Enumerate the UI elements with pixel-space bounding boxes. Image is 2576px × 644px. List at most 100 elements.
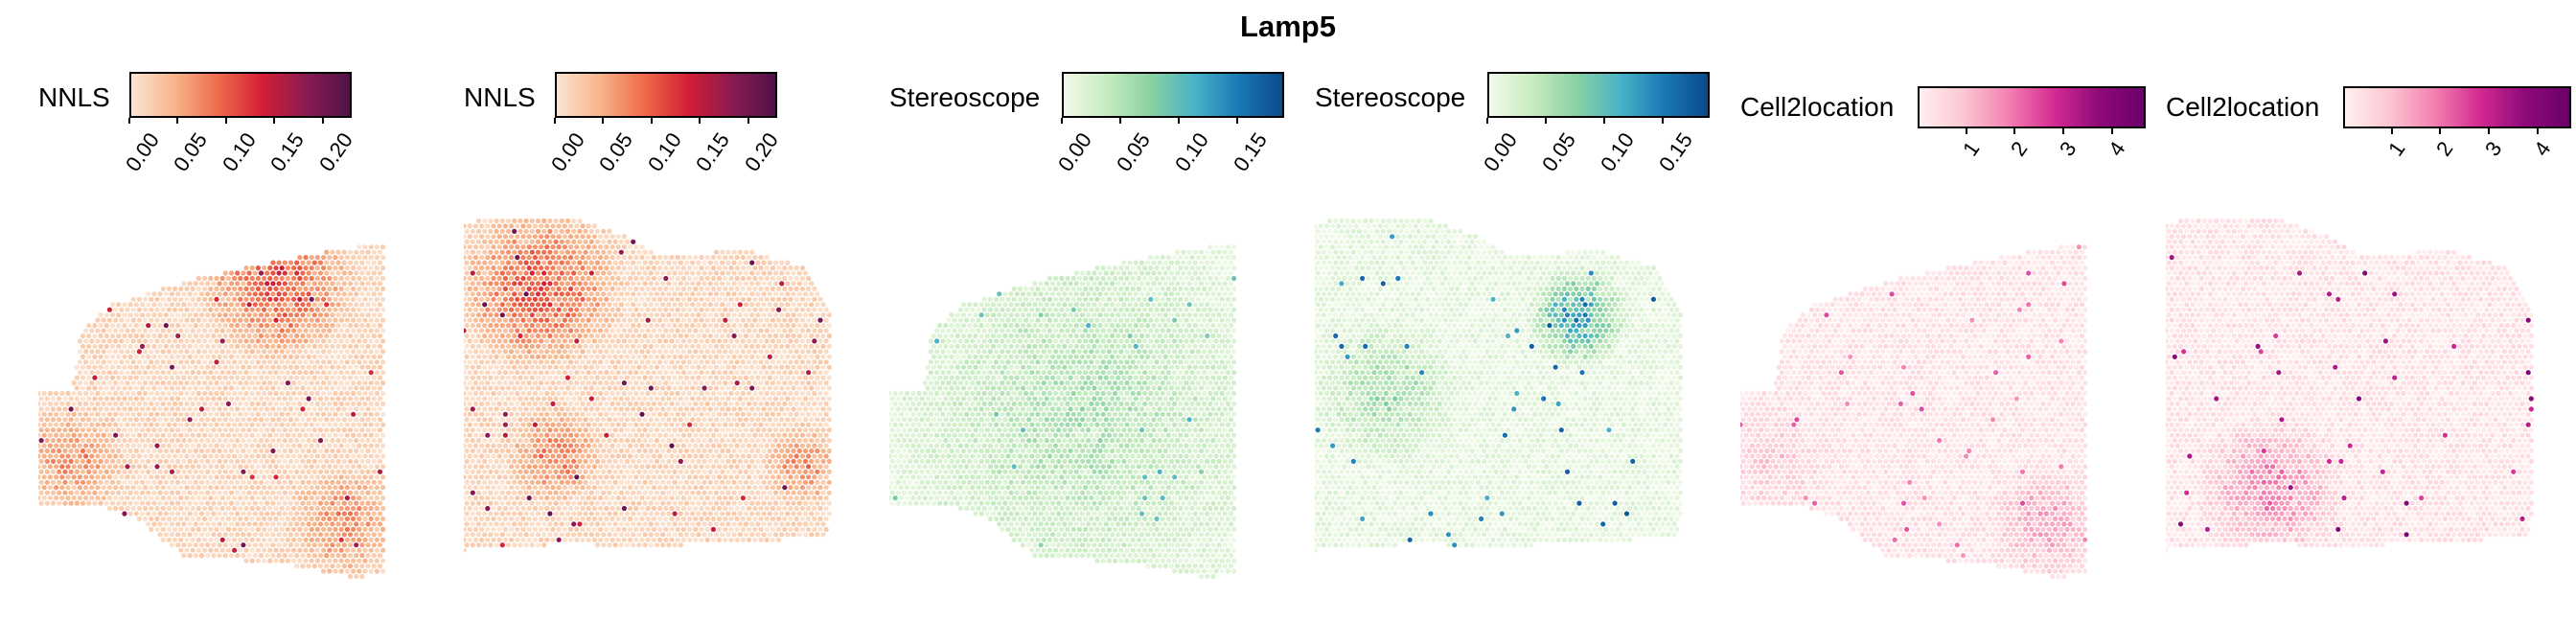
spot — [639, 296, 645, 302]
spot — [255, 349, 261, 355]
spot — [146, 354, 151, 359]
spot — [65, 401, 71, 406]
spot — [482, 281, 488, 287]
spot — [327, 547, 333, 553]
spot — [273, 286, 279, 291]
spot — [98, 323, 104, 329]
spot — [198, 312, 205, 318]
spot — [553, 323, 559, 329]
spot — [636, 291, 642, 297]
spot — [92, 406, 98, 412]
spot — [657, 296, 663, 302]
spot — [535, 375, 541, 380]
spot — [172, 432, 178, 438]
spot — [788, 286, 794, 291]
spot — [520, 338, 526, 344]
spot — [330, 354, 335, 359]
spot — [205, 281, 211, 287]
spot — [288, 479, 294, 485]
spot — [273, 547, 279, 553]
spot — [143, 453, 149, 459]
spot — [47, 422, 53, 427]
spot — [113, 464, 119, 470]
spot — [731, 406, 737, 412]
spot — [779, 270, 785, 276]
spot — [591, 328, 597, 334]
spot — [374, 286, 380, 291]
spot — [130, 432, 136, 438]
spot — [817, 317, 823, 323]
spot — [214, 390, 219, 397]
spot — [496, 286, 502, 291]
spot — [267, 485, 273, 491]
spot — [518, 364, 523, 370]
spot — [464, 333, 470, 339]
spot — [116, 323, 122, 329]
spot — [583, 375, 588, 380]
spot — [556, 307, 562, 312]
spot — [74, 417, 80, 423]
spot — [303, 464, 309, 470]
spot — [365, 375, 371, 380]
spot — [702, 343, 707, 349]
spot — [306, 385, 311, 391]
spot — [747, 390, 752, 397]
spot — [666, 291, 672, 297]
spot — [249, 307, 255, 312]
spot — [264, 448, 270, 454]
spot — [823, 328, 829, 334]
spot — [139, 469, 146, 474]
spot — [89, 453, 95, 459]
spot — [502, 255, 508, 261]
spot — [101, 464, 106, 470]
spot — [496, 307, 502, 312]
spot — [211, 438, 217, 444]
spot — [273, 485, 279, 491]
spot — [133, 333, 139, 339]
spot — [362, 537, 368, 542]
spot — [523, 343, 529, 349]
spot — [553, 249, 559, 255]
spot — [130, 338, 136, 344]
spot — [556, 317, 562, 323]
spot — [321, 307, 327, 312]
spot — [467, 411, 472, 417]
spot — [330, 500, 335, 506]
spot — [149, 422, 154, 427]
spot — [276, 396, 282, 402]
spot — [238, 485, 243, 491]
spot — [166, 349, 172, 355]
spot — [160, 349, 166, 355]
spot — [362, 359, 368, 365]
spot — [297, 453, 303, 459]
spot — [607, 239, 612, 244]
spot — [482, 260, 488, 265]
spot — [690, 323, 696, 329]
spot — [309, 255, 314, 261]
spot — [648, 323, 654, 329]
spot — [380, 390, 386, 397]
spot — [130, 317, 136, 323]
spot — [311, 354, 317, 359]
spot — [499, 333, 505, 339]
spot — [464, 265, 467, 271]
spot — [306, 427, 311, 433]
spot — [687, 390, 693, 397]
spot — [175, 479, 181, 485]
spot — [166, 307, 172, 312]
spot — [663, 275, 669, 282]
spot — [374, 401, 380, 406]
spot — [472, 244, 478, 250]
spot — [588, 354, 594, 359]
spot — [139, 438, 146, 444]
spot — [588, 323, 594, 329]
spot — [89, 328, 95, 334]
spot — [127, 302, 133, 308]
spot — [255, 328, 261, 334]
spot — [282, 396, 288, 402]
spot — [359, 249, 365, 255]
spot — [515, 390, 520, 397]
spot — [690, 291, 696, 297]
spot — [214, 422, 219, 427]
spot — [612, 343, 618, 349]
